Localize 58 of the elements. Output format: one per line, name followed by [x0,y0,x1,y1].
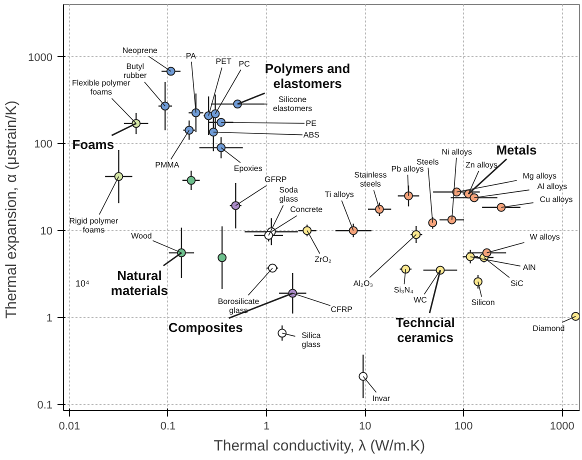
y-tick-label: 10 [40,226,53,238]
annotation: ZrO₂ [314,255,332,264]
x-axis-title: Thermal conductivity, λ (W/m.K) [214,438,426,454]
annotation: Steels [416,157,439,166]
annotation: SiC [510,279,524,288]
annotation: PE [306,118,316,128]
x-tick-label: 10 [358,420,372,432]
annotation: Soda glass [279,185,299,204]
annotation: Polymers and elastomers [264,61,350,92]
annotation: CFRP [330,304,353,314]
annotation: Flexible polymer foams [72,78,131,96]
annotation: ABS [303,130,320,140]
annotation: Rigid polymer foams [69,216,118,235]
annotation: PET [216,57,232,66]
annotation: Al₂O₃ [353,279,374,288]
annotation: Concrete [290,205,324,214]
annotation: Butyl rubber [124,62,148,80]
annotation: Stainless steels [354,170,387,188]
y-tick-label: 0.1 [37,399,53,412]
annotation: WC [414,296,428,305]
annotation: Foams [72,136,114,152]
x-tick-label: 1000 [550,420,574,432]
annotation: W alloys [530,232,560,242]
annotation: Mg alloys [522,172,557,181]
annotation: Techncial ceramics [396,315,455,346]
annotation: Epoxies [234,164,262,174]
x-tick-label: 0.01 [58,420,80,432]
y-tick-label: 100 [34,138,53,151]
annotation: Pb alloys [391,164,424,174]
annotation: Cu alloys [540,194,573,204]
annotation: Composites [168,320,243,335]
annotation: GFRP [264,175,287,184]
annotation: Wood [131,231,152,240]
annotation: Ni alloys [442,147,472,156]
annotation: PMMA [155,160,180,170]
annotation: Ti alloys [324,190,354,200]
annotation: Borosilicate glass [218,297,260,316]
annotation: Invar [372,394,390,403]
x-tick-label: 100 [454,420,473,432]
annotation: Zn alloys [465,160,498,170]
annotation: Neoprene [122,46,158,55]
y-tick-label: 1000 [28,52,53,64]
annotation: Silica glass [302,331,322,350]
annotation: Si₃N₄ [394,286,414,295]
annotation: PC [238,59,250,68]
annotation: AlN [522,263,536,272]
annotation: Silicone elastomers [272,95,312,114]
annotation: 10⁴ [76,278,90,288]
annotation: Silicon [471,298,495,308]
annotation: Natural materials [110,268,168,298]
annotation: Al alloys [537,182,568,192]
annotation: Diamond [532,324,565,333]
annotation: Metals [496,142,537,158]
annotation: PA [186,51,197,60]
y-axis-title: Thermal expansion, α (μstrain/K) [3,100,20,319]
x-tick-label: 0.1 [160,420,176,432]
x-tick-label: 1 [263,420,270,432]
y-tick-label: 1 [46,312,53,324]
